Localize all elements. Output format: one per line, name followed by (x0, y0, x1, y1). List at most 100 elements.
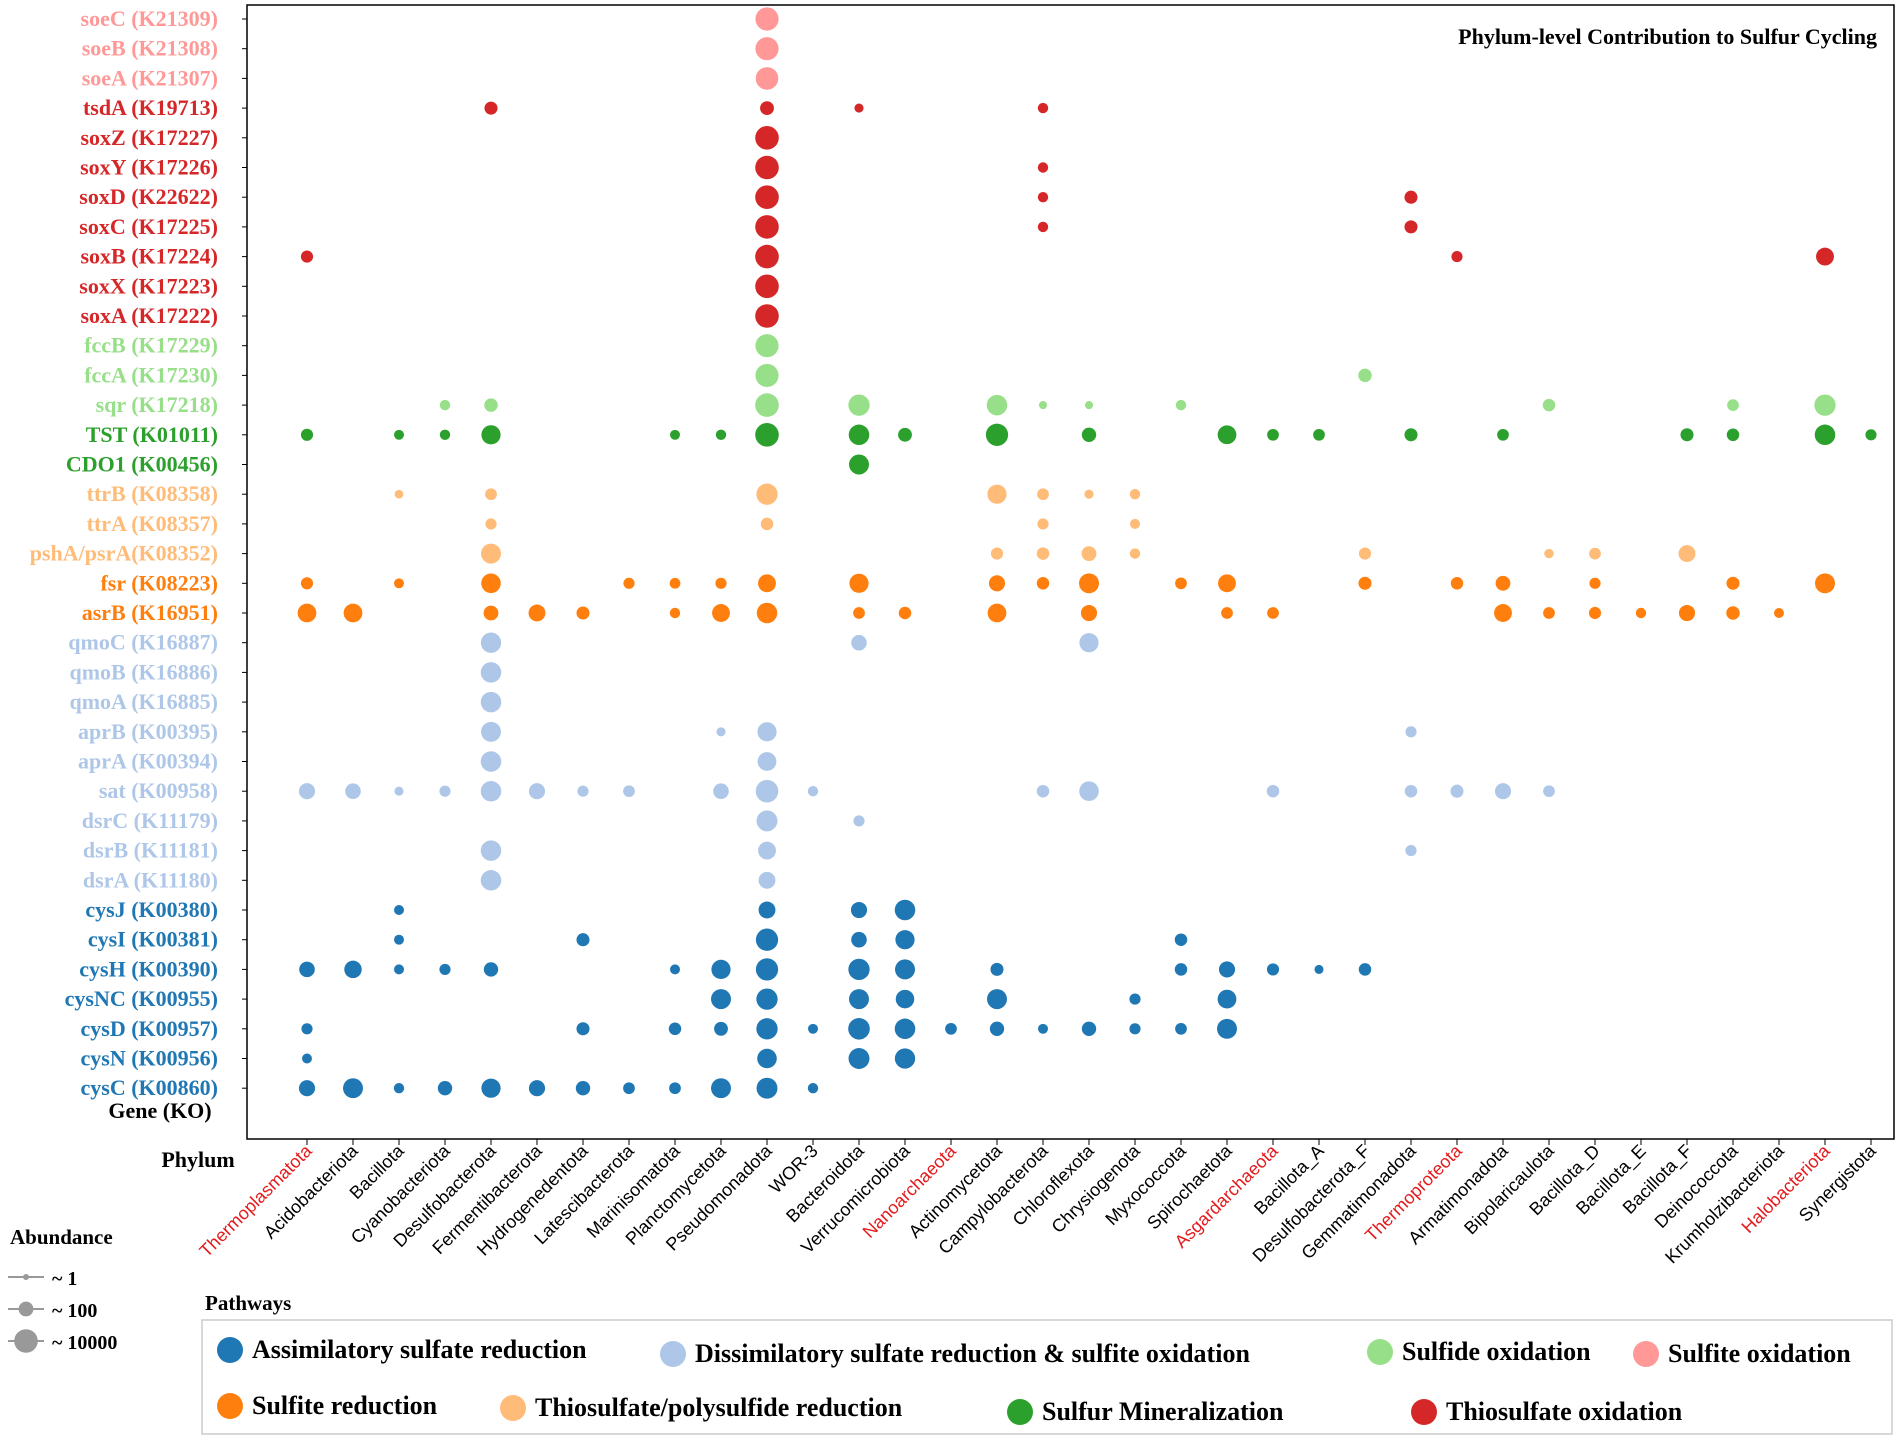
bubble-point (481, 573, 501, 594)
bubble-point (669, 577, 681, 589)
bubble-point (755, 126, 779, 150)
bubble-point (481, 543, 501, 564)
bubble-point (711, 989, 731, 1010)
bubble-point (577, 785, 589, 797)
bubble-point (1544, 548, 1554, 559)
bubble-point (755, 155, 779, 180)
bubble-point (1680, 428, 1694, 442)
bubble-point (1217, 1018, 1237, 1039)
bubble-point (854, 103, 864, 113)
ytick-label: soxC (K17225) (79, 214, 218, 239)
ytick-label: cysN (K00956) (81, 1046, 218, 1071)
bubble-point (480, 870, 502, 891)
bubble-point (1495, 575, 1511, 591)
bubble-point (715, 429, 727, 440)
ytick-label: sqr (K17218) (96, 392, 218, 417)
size-legend-label: ~ 100 (52, 1300, 97, 1322)
bubble-point (756, 1077, 778, 1099)
bubble-point (758, 871, 776, 889)
bubble-point (848, 1018, 870, 1040)
bubble-point (297, 603, 317, 623)
bubble-point (755, 363, 779, 387)
bubble-point (1079, 573, 1099, 594)
bubble-point (987, 484, 1007, 504)
bubble-point (894, 1018, 916, 1040)
bubble-point (755, 7, 779, 31)
bubble-point (1726, 428, 1740, 442)
bubble-point (755, 67, 779, 90)
ytick-label: dsrC (K11179) (82, 808, 218, 833)
bubble-point (850, 901, 868, 919)
bubble-point (394, 489, 404, 499)
bubble-point (756, 602, 778, 624)
bubble-point (1175, 1022, 1187, 1035)
bubble-point (576, 606, 590, 620)
bubble-point (758, 574, 776, 593)
bubble-point (1865, 429, 1877, 441)
bubble-point (1358, 368, 1372, 383)
bubble-point (760, 101, 774, 116)
bubble-point (1494, 604, 1512, 622)
size-legend-title: Abundance (10, 1225, 113, 1249)
bubble-point (1814, 424, 1836, 446)
bubble-point (757, 1048, 777, 1069)
bubble-point (898, 606, 912, 620)
pathways-legend-title: Pathways (205, 1291, 291, 1315)
bubble-point (1497, 428, 1509, 441)
bubble-point (1678, 545, 1696, 563)
bubble-point (483, 605, 499, 621)
bubble-point (849, 573, 869, 593)
bubble-point (1081, 1021, 1097, 1036)
bubble-point (437, 1081, 453, 1096)
bubble-point (439, 399, 451, 411)
ytick-label: soxX (K17223) (79, 273, 218, 298)
bubble-point (989, 1021, 1005, 1036)
bubble-point (480, 840, 502, 861)
pathway-legend-label: Dissimilatory sulfate reduction & sulfit… (695, 1339, 1250, 1368)
ytick-label: asrB (K16951) (82, 600, 218, 625)
ytick-label: fsr (K08223) (100, 570, 218, 595)
bubble-point (480, 691, 502, 713)
bubble-point (1451, 251, 1463, 263)
bubble-point (1816, 247, 1834, 266)
bubble-point (716, 727, 726, 737)
bubble-point (895, 930, 915, 950)
bubble-point (849, 454, 869, 475)
pathway-legend-marker (217, 1337, 243, 1363)
bubble-point (755, 304, 779, 328)
pathway-legend-label: Sulfur Mineralization (1042, 1397, 1284, 1426)
bubble-point (480, 780, 502, 802)
bubble-point (1037, 518, 1049, 530)
bubble-point (670, 429, 680, 440)
bubble-point (1038, 1023, 1048, 1034)
bubble-point (1726, 576, 1740, 590)
ytick-label: qmoC (K16887) (68, 630, 218, 655)
bubble-point (1217, 989, 1237, 1009)
bubble-point (1129, 993, 1141, 1005)
bubble-point (1266, 963, 1280, 976)
bubble-point (1084, 489, 1094, 499)
bubble-point (755, 779, 779, 803)
bubble-point (894, 1048, 916, 1069)
x-axis-label: Phylum (161, 1147, 234, 1172)
bubble-point (1267, 428, 1279, 441)
bubble-point (1175, 399, 1187, 411)
ytick-label: dsrA (K11180) (83, 867, 218, 892)
pathway-legend-label: Assimilatory sulfate reduction (252, 1335, 587, 1364)
pathway-legend-marker (1367, 1339, 1393, 1365)
bubble-point (1037, 221, 1049, 233)
bubble-point (1217, 425, 1237, 445)
size-legend-label: ~ 10000 (52, 1332, 117, 1354)
bubble-point (528, 1080, 546, 1097)
ytick-label: qmoB (K16886) (70, 659, 219, 684)
bubble-point (1218, 574, 1236, 593)
bubble-point (1037, 102, 1049, 114)
ytick-label: CDO1 (K00456) (66, 452, 218, 477)
bubble-point (1218, 961, 1236, 978)
bubble-point (481, 425, 501, 445)
ytick-label: ttrA (K08357) (87, 511, 218, 536)
bubble-point (987, 603, 1007, 623)
bubble-point (990, 547, 1004, 560)
bubble-point (1542, 398, 1556, 412)
